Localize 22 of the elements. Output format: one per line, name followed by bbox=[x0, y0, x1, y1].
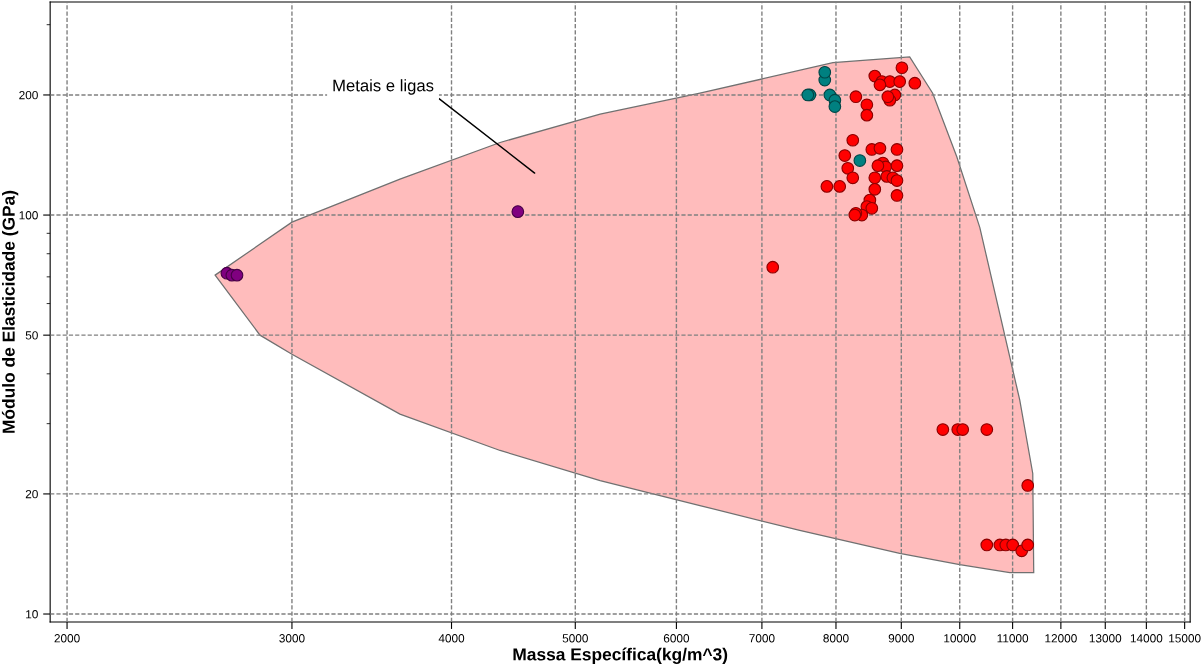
x-tick-label: 7000 bbox=[749, 634, 775, 643]
x-tick-label: 4000 bbox=[438, 634, 465, 643]
x-tick-label: 5000 bbox=[562, 634, 588, 643]
x-tick-label: 11000 bbox=[997, 634, 1029, 643]
x-tick-label: 9000 bbox=[888, 634, 914, 643]
y-tick-label: 10 bbox=[26, 610, 38, 619]
x-tick-label: 12000 bbox=[1045, 634, 1077, 643]
x-tick-label: 6000 bbox=[663, 634, 690, 643]
y-tick-label: 100 bbox=[19, 211, 38, 220]
x-tick-label: 13000 bbox=[1089, 634, 1122, 643]
x-tick-label: 10000 bbox=[944, 634, 976, 643]
x-axis-title: Massa Específica(kg/m^3) bbox=[513, 647, 728, 664]
x-tick-label: 2000 bbox=[54, 634, 80, 643]
y-axis-title: Módulo de Elasticidade (GPa) bbox=[1, 190, 19, 433]
x-tick-label: 15000 bbox=[1169, 634, 1201, 643]
y-tick-label: 50 bbox=[25, 331, 38, 340]
x-tick-label: 3000 bbox=[279, 634, 305, 643]
annotation: Metais e ligas bbox=[333, 79, 434, 95]
x-tick-label: 14000 bbox=[1130, 634, 1163, 643]
y-tick-label: 200 bbox=[19, 90, 38, 100]
x-tick-label: 8000 bbox=[823, 634, 849, 643]
y-tick-label: 20 bbox=[25, 489, 38, 499]
